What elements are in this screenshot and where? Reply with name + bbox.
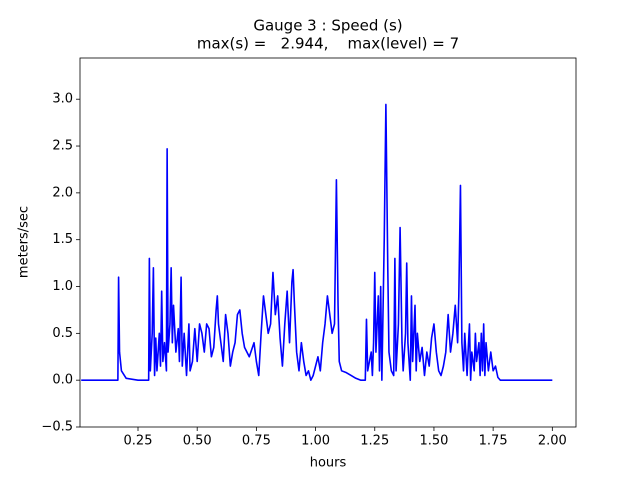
chart-title: Gauge 3 : Speed (s) bbox=[253, 17, 402, 35]
data-line bbox=[81, 103, 553, 381]
x-axis-label: hours bbox=[310, 456, 347, 471]
y-tick-label: 0.0 bbox=[52, 373, 73, 388]
plot-frame bbox=[79, 57, 577, 428]
x-tick-label: 2.00 bbox=[538, 434, 567, 449]
y-tick-label: 3.0 bbox=[52, 92, 73, 107]
y-tick-label: −0.5 bbox=[41, 420, 73, 435]
chart-subtitle: max(s) = 2.944, max(level) = 7 bbox=[197, 35, 459, 53]
y-tick-label: 1.0 bbox=[52, 279, 73, 294]
y-axis-label: meters/sec bbox=[17, 206, 32, 278]
x-tick-label: 1.00 bbox=[301, 434, 330, 449]
y-tick-label: 1.5 bbox=[52, 232, 73, 247]
x-tick-label: 1.25 bbox=[360, 434, 389, 449]
x-tick-label: 1.75 bbox=[479, 434, 508, 449]
y-tick-label: 0.5 bbox=[52, 326, 73, 341]
x-tick-label: 0.75 bbox=[242, 434, 271, 449]
y-tick-label: 2.5 bbox=[52, 139, 73, 154]
x-tick-label: 0.25 bbox=[124, 434, 153, 449]
x-tick-label: 1.50 bbox=[419, 434, 448, 449]
y-tick-label: 2.0 bbox=[52, 185, 73, 200]
x-tick-label: 0.50 bbox=[183, 434, 212, 449]
